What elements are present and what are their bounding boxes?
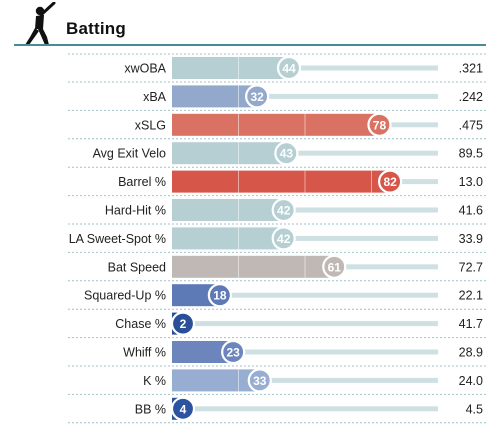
percentile-track — [172, 377, 438, 383]
metric-value: .475 — [459, 118, 483, 132]
percentile-bar — [172, 199, 284, 221]
percentile-label: 33 — [253, 374, 267, 388]
percentile-marker — [271, 197, 296, 223]
metric-label: K % — [143, 374, 166, 388]
section-header: Batting — [0, 0, 501, 50]
metric-value: 89.5 — [459, 147, 483, 161]
metric-label: Squared-Up % — [84, 289, 166, 303]
metric-label: Chase % — [115, 317, 166, 331]
percentile-marker — [221, 339, 246, 365]
percentile-marker — [274, 141, 299, 166]
percentile-label: 32 — [250, 90, 264, 104]
percentile-marker — [245, 84, 270, 109]
percentile-track — [172, 349, 438, 355]
percentile-bar — [172, 170, 391, 193]
metric-value: 41.6 — [459, 204, 483, 218]
percentile-label: 61 — [328, 260, 342, 274]
metric-value: .321 — [459, 62, 483, 76]
percentile-bar — [172, 369, 260, 392]
percentile-track — [172, 207, 438, 213]
metric-value: 33.9 — [459, 232, 483, 246]
percentile-bar — [172, 113, 380, 136]
percentile-bar — [172, 341, 234, 363]
metric-label: xBA — [143, 90, 167, 104]
percentile-label: 44 — [282, 62, 296, 76]
percentile-track — [172, 93, 438, 99]
percentile-track — [172, 321, 438, 327]
batter-silhouette-icon — [25, 2, 56, 45]
title-underline — [14, 44, 486, 46]
percentile-label: 4 — [180, 402, 187, 416]
metric-label: LA Sweet-Spot % — [69, 232, 166, 246]
metric-label: Avg Exit Velo — [93, 147, 166, 161]
metric-value: 13.0 — [459, 175, 483, 189]
percentile-bar — [172, 227, 284, 250]
percentile-marker — [367, 112, 392, 137]
metric-value: 28.9 — [459, 346, 483, 360]
metric-value: .242 — [459, 90, 483, 104]
percentile-marker — [271, 226, 296, 251]
percentile-marker — [170, 396, 196, 421]
percentile-label: 78 — [373, 118, 387, 132]
metric-label: Bat Speed — [108, 260, 166, 274]
percentile-marker — [170, 311, 196, 336]
percentile-marker — [322, 254, 347, 279]
percentile-label: 2 — [180, 317, 187, 331]
percentile-label: 82 — [383, 175, 397, 189]
percentile-marker — [247, 368, 272, 393]
percentile-label: 23 — [227, 346, 241, 360]
percentile-track — [172, 235, 438, 241]
metric-value: 72.7 — [459, 260, 483, 274]
percentile-marker — [276, 55, 302, 81]
metric-label: xSLG — [135, 118, 166, 132]
page-title: Batting — [66, 19, 126, 38]
percentile-bar — [172, 57, 290, 79]
percentile-bar — [172, 255, 335, 278]
metric-label: Hard-Hit % — [105, 204, 166, 218]
percentile-label: 43 — [280, 147, 294, 161]
percentile-track — [172, 150, 438, 156]
metric-value: 4.5 — [466, 402, 483, 416]
percentile-track — [172, 406, 438, 412]
percentile-label: 18 — [213, 289, 227, 303]
metric-label: Barrel % — [118, 175, 166, 189]
percentile-label: 42 — [277, 204, 291, 218]
metric-value: 22.1 — [459, 289, 483, 303]
percentile-bar — [172, 284, 220, 307]
percentile-marker — [378, 169, 403, 194]
percentile-track — [172, 292, 438, 298]
metric-label: xwOBA — [124, 62, 166, 76]
percentile-bar — [172, 85, 258, 108]
metric-value: 41.7 — [459, 317, 483, 331]
metric-label: BB % — [135, 402, 166, 416]
percentile-marker — [207, 283, 232, 308]
percentile-label: 42 — [277, 232, 291, 246]
percentile-bar — [172, 142, 287, 165]
percentile-track — [172, 65, 438, 71]
metric-label: Whiff % — [123, 346, 166, 360]
metric-value: 24.0 — [459, 374, 483, 388]
